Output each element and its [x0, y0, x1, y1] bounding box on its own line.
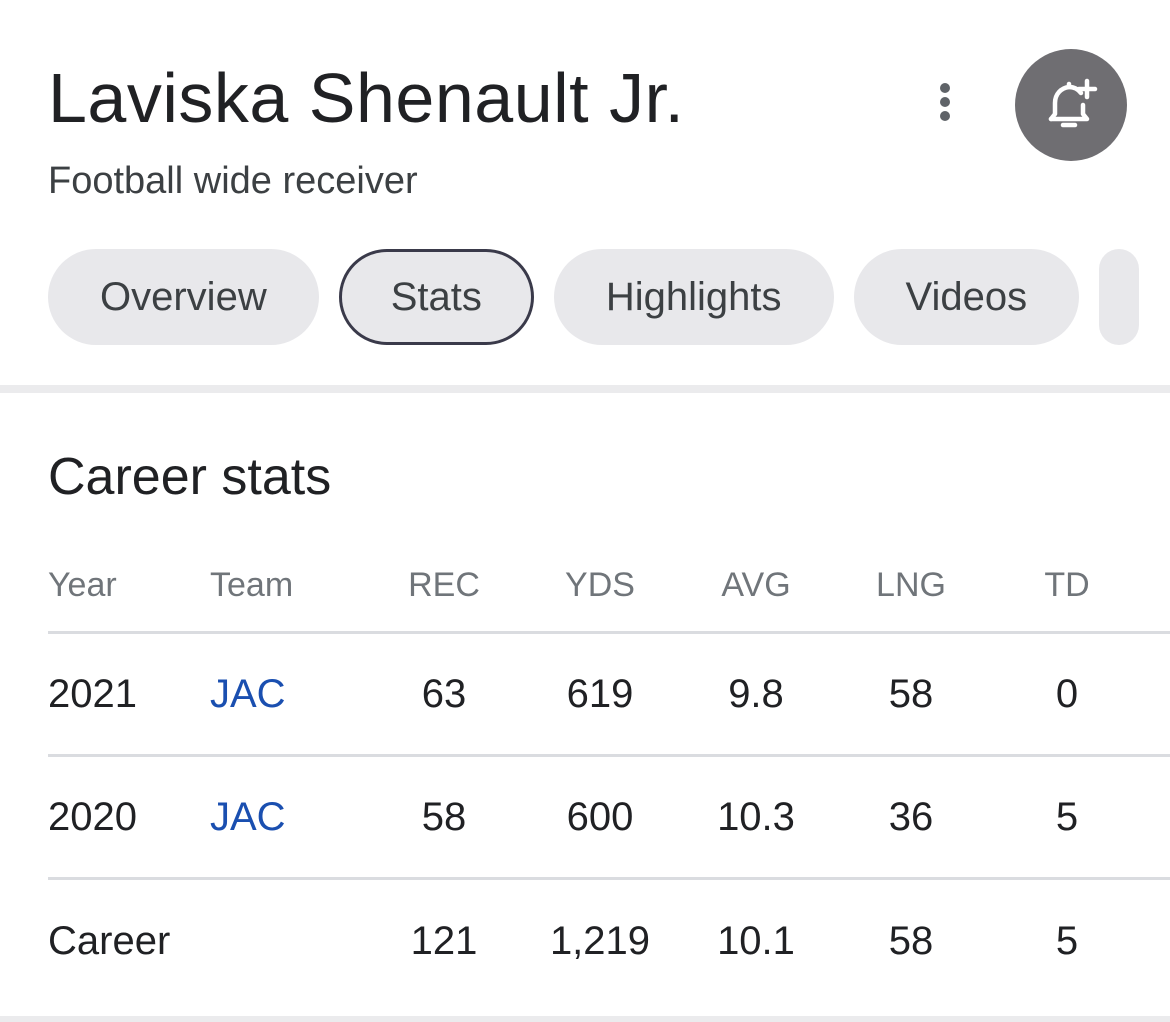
cell-rec: 58	[421, 794, 467, 839]
team-link[interactable]: JAC	[210, 671, 286, 716]
cell-yds: 1,219	[549, 919, 651, 963]
header-yds: YDS	[565, 566, 635, 604]
table-row: 2021 JAC 63 619 9.8 58 0	[48, 634, 1170, 757]
tab-next-partial[interactable]	[1099, 249, 1140, 345]
header-team: Team	[210, 566, 294, 604]
cell-lng: 58	[888, 919, 934, 963]
cell-td: 5	[1055, 794, 1079, 839]
header-avg: AVG	[721, 566, 791, 604]
bell-plus-icon	[1048, 78, 1098, 128]
team-link[interactable]: JAC	[210, 794, 286, 839]
cell-lng: 58	[888, 671, 934, 716]
tab-overview[interactable]: Overview	[48, 249, 319, 345]
cell-year: Career	[48, 919, 171, 963]
bottom-divider	[0, 1016, 1170, 1022]
tab-highlights[interactable]: Highlights	[553, 249, 834, 345]
tab-videos[interactable]: Videos	[853, 249, 1080, 345]
cell-td: 0	[1055, 671, 1079, 716]
cell-year: 2021	[48, 671, 137, 716]
header-lng: LNG	[876, 566, 946, 604]
more-options-button[interactable]	[915, 72, 975, 132]
more-vertical-icon	[940, 83, 950, 121]
section-divider	[0, 385, 1170, 393]
tab-stats[interactable]: Stats	[338, 249, 534, 345]
player-position: Football wide receiver	[48, 160, 418, 202]
table-header-row: Year Team REC YDS AVG LNG TD	[48, 540, 1170, 634]
header-td: TD	[1044, 566, 1090, 604]
cell-yds: 619	[566, 671, 634, 716]
player-header: Laviska Shenault Jr. Football wide recei…	[0, 0, 1170, 385]
cell-td: 5	[1055, 919, 1079, 963]
header-rec: REC	[408, 566, 480, 604]
table-row: 2020 JAC 58 600 10.3 36 5	[48, 757, 1170, 880]
cell-avg: 10.3	[717, 794, 795, 839]
career-stats-title: Career stats	[48, 448, 332, 506]
cell-avg: 9.8	[728, 671, 784, 716]
cell-lng: 36	[888, 794, 934, 839]
cell-yds: 600	[566, 794, 634, 839]
career-stats-table: Year Team REC YDS AVG LNG TD 2021 JAC 63…	[48, 540, 1170, 1003]
player-name: Laviska Shenault Jr.	[48, 59, 685, 137]
cell-year: 2020	[48, 794, 137, 839]
cell-rec: 121	[410, 919, 478, 963]
cell-avg: 10.1	[717, 919, 795, 963]
table-row-career-total: Career 121 1,219 10.1 58 5	[48, 880, 1170, 1003]
follow-button[interactable]	[1015, 49, 1127, 161]
header-year: Year	[48, 566, 117, 604]
tab-bar: Overview Stats Highlights Videos	[48, 249, 1140, 345]
cell-rec: 63	[421, 671, 467, 716]
